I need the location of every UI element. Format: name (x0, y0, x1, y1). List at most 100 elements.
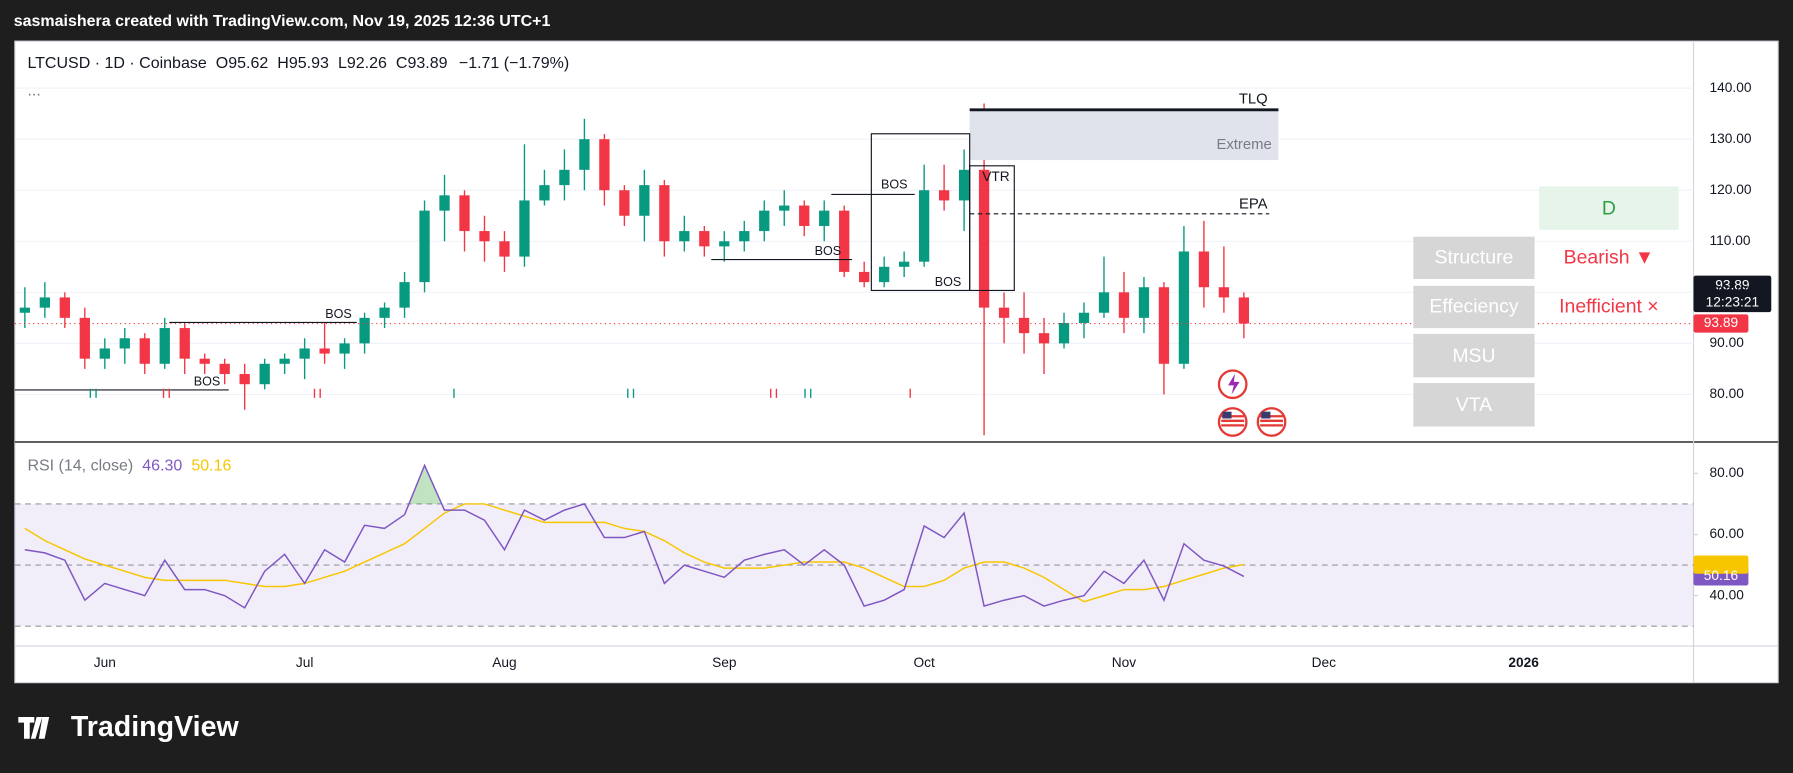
candle-body (1158, 287, 1170, 364)
signal: D (1602, 197, 1616, 219)
bos-label: BOS (935, 275, 962, 289)
flag-canton (1261, 411, 1271, 419)
symbol-legend: LTCUSD · 1D · Coinbase O95.62 H95.93 L92… (27, 55, 569, 72)
candle-body (759, 210, 770, 232)
ohlc-value: 92.26 (347, 55, 387, 72)
signal-box (1539, 186, 1679, 230)
candle-body (938, 190, 950, 201)
panel-status: Bearish ▼ (1564, 247, 1654, 269)
red-marks (162, 388, 911, 398)
candle-body (879, 266, 890, 283)
logo-mark (18, 716, 50, 739)
candle-body (1218, 287, 1230, 298)
attribution: sasmaishera created with TradingView.com… (14, 13, 551, 30)
epa-label: EPA (1239, 197, 1268, 213)
panel-cell (1413, 333, 1535, 378)
vtr-label: VTR (982, 169, 1010, 184)
candle-body (978, 169, 990, 308)
status-panel: D Structure Effeciency MSU VTA Bearish ▼… (1413, 186, 1679, 427)
panel-cell (1413, 236, 1535, 280)
x-tick-label: Dec (1312, 655, 1337, 670)
x-tick-label: Aug (492, 655, 516, 670)
y-tick-label: 140.00 (1710, 80, 1752, 95)
value-tag: 50.16 (1704, 568, 1739, 583)
candle-body (59, 297, 70, 318)
candle-body (1198, 251, 1210, 288)
flag-stripes (1221, 415, 1283, 427)
candle-body (199, 358, 210, 364)
candle-body (279, 358, 290, 364)
candle-body (19, 307, 31, 313)
last-price-box (1693, 314, 1749, 333)
y-tick-label: 100.00 (1710, 284, 1752, 299)
last-price-tag: 93.89 (1704, 315, 1738, 330)
candle-body (1078, 312, 1090, 323)
candle-body (179, 328, 190, 359)
candle-body (719, 241, 730, 247)
candle-body (839, 210, 850, 272)
rsi-legend: RSI (14, close) 46.30 50.16 (27, 458, 231, 475)
candle-body (399, 282, 410, 308)
ohlc-value: 95.93 (289, 55, 329, 72)
price-tag: 93.89 (1715, 277, 1749, 292)
candle-body (619, 190, 630, 216)
candle-body (439, 195, 450, 211)
candle-body (799, 205, 810, 226)
countdown: 12:23:21 (1706, 295, 1759, 310)
more-button[interactable]: ... (27, 83, 40, 100)
panel-label: VTA (1456, 394, 1492, 416)
change: −1.71 (−1.79%) (459, 55, 569, 72)
price-tag-box (1693, 275, 1772, 313)
ohlc-key: L (338, 55, 347, 72)
candle-body (299, 348, 310, 359)
candle-body (1138, 287, 1150, 318)
candle-body (739, 231, 750, 242)
rsi-title: RSI (14, close) (27, 458, 133, 475)
candle-body (459, 195, 470, 232)
candle-body (659, 185, 670, 242)
candle-body (539, 185, 550, 201)
candle-body (119, 338, 130, 349)
panel-label: Structure (1435, 247, 1514, 269)
vtr-box (969, 165, 1015, 292)
candle-body (99, 348, 110, 359)
candle-body (1058, 322, 1070, 344)
candle-body (599, 139, 610, 191)
candle-body (958, 169, 970, 201)
candle-body (339, 343, 350, 354)
session-marks (89, 388, 911, 398)
panel-cell (1413, 285, 1535, 329)
candle-body (219, 363, 230, 375)
candle-body (1238, 297, 1250, 324)
x-tick-label: Jun (94, 655, 116, 670)
x-tick-label: Nov (1112, 655, 1137, 670)
extreme-zone (969, 110, 1279, 161)
overbought-fill (408, 465, 442, 504)
x-tick-label: Jul (296, 655, 314, 670)
candle-body (819, 210, 830, 226)
panel-cell (1413, 383, 1535, 427)
symbol: LTCUSD · 1D · Coinbase (27, 55, 206, 72)
y-tick-label: 110.00 (1710, 233, 1751, 248)
candle-body (379, 307, 390, 318)
ohlc-value: 95.62 (228, 55, 268, 72)
rsi-line (24, 503, 1245, 603)
candle-body (899, 261, 910, 267)
candle-body (1178, 251, 1190, 364)
extreme-label: Extreme (1216, 137, 1271, 153)
brand: TradingView (71, 711, 240, 743)
candle-body (1098, 292, 1110, 313)
x-tick-label: Oct (913, 655, 935, 670)
candle-body (499, 241, 510, 257)
bos-label: BOS (815, 244, 842, 258)
candle-body (359, 317, 370, 344)
candle-body (699, 231, 710, 247)
candle-body (1018, 317, 1030, 334)
candle-body (159, 328, 170, 364)
annotations: BOS BOS BOS BOS BOS VTR TLQ Extreme EPA (14, 91, 1287, 437)
candle-body (1118, 292, 1130, 318)
y-tick-label: 40.00 (1710, 587, 1745, 602)
bos-label: BOS (325, 307, 352, 321)
x-tick-label: Sep (712, 655, 737, 670)
